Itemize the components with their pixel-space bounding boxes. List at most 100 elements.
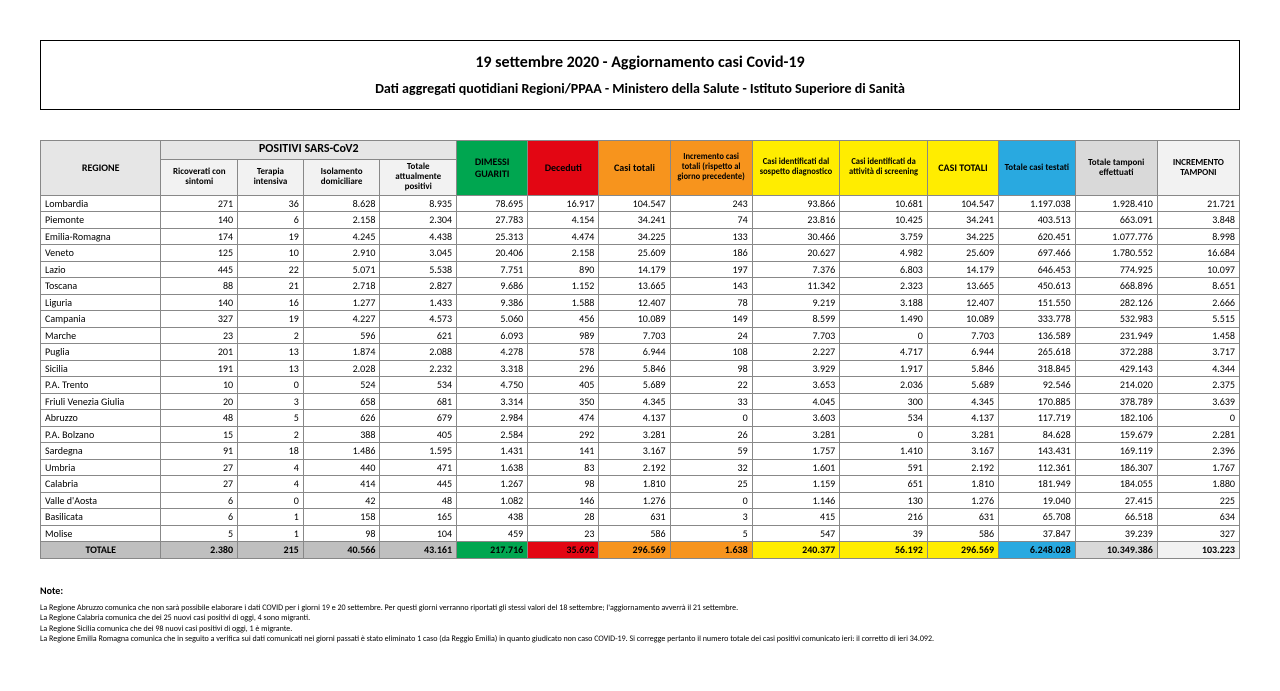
value-cell: 186.307	[1075, 459, 1157, 476]
notes-label: Note:	[40, 584, 1240, 597]
value-cell: 20	[161, 393, 238, 410]
value-cell: 10.425	[840, 212, 928, 229]
table-row: Basilicata6115816543828631341521663165.7…	[41, 509, 1240, 526]
hdr-sospetto: Casi identificati dal sospetto diagnosti…	[752, 141, 840, 196]
value-cell: 532.983	[1075, 311, 1157, 328]
value-cell: 10.681	[840, 195, 928, 212]
value-cell: 621	[380, 327, 457, 344]
value-cell: 9.686	[457, 278, 528, 295]
value-cell: 4.982	[840, 245, 928, 262]
value-cell: 174	[161, 228, 238, 245]
value-cell: 445	[161, 261, 238, 278]
value-cell: 8.628	[303, 195, 380, 212]
value-cell: 2.984	[457, 410, 528, 427]
value-cell: 1.197.038	[999, 195, 1076, 212]
region-cell: Sicilia	[41, 360, 161, 377]
table-row: Liguria140161.2771.4339.3861.58812.40778…	[41, 294, 1240, 311]
value-cell: 214.020	[1075, 377, 1157, 394]
value-cell: 33	[670, 393, 752, 410]
value-cell: 282.126	[1075, 294, 1157, 311]
value-cell: 296	[528, 360, 599, 377]
value-cell: 414	[303, 476, 380, 493]
value-cell: 333.778	[999, 311, 1076, 328]
value-cell: 170.885	[999, 393, 1076, 410]
value-cell: 22	[238, 261, 304, 278]
value-cell: 3.603	[752, 410, 840, 427]
value-cell: 4	[238, 476, 304, 493]
value-cell: 1.159	[752, 476, 840, 493]
value-cell: 3.639	[1157, 393, 1239, 410]
value-cell: 12.407	[599, 294, 670, 311]
value-cell: 2.375	[1157, 377, 1239, 394]
value-cell: 4.344	[1157, 360, 1239, 377]
value-cell: 27.415	[1075, 492, 1157, 509]
value-cell: 6.944	[927, 344, 998, 361]
region-cell: P.A. Bolzano	[41, 426, 161, 443]
value-cell: 631	[599, 509, 670, 526]
value-cell: 2.666	[1157, 294, 1239, 311]
value-cell: 16	[238, 294, 304, 311]
value-cell: 13.665	[599, 278, 670, 295]
table-row: Lazio445225.0715.5387.75189014.1791977.3…	[41, 261, 1240, 278]
table-row: Piemonte14062.1582.30427.7834.15434.2417…	[41, 212, 1240, 229]
value-cell: 4.717	[840, 344, 928, 361]
value-cell: 378.789	[1075, 393, 1157, 410]
value-cell: 13	[238, 344, 304, 361]
value-cell: 7.751	[457, 261, 528, 278]
value-cell: 2.192	[927, 459, 998, 476]
value-cell: 459	[457, 525, 528, 542]
value-cell: 3.281	[752, 426, 840, 443]
value-cell: 25.609	[599, 245, 670, 262]
value-cell: 4.573	[380, 311, 457, 328]
value-cell: 186	[670, 245, 752, 262]
total-value-cell: 6.248.028	[999, 542, 1076, 559]
value-cell: 5	[670, 525, 752, 542]
value-cell: 0	[1157, 410, 1239, 427]
value-cell: 3.167	[599, 443, 670, 460]
value-cell: 318.845	[999, 360, 1076, 377]
value-cell: 143	[670, 278, 752, 295]
value-cell: 438	[457, 509, 528, 526]
value-cell: 471	[380, 459, 457, 476]
value-cell: 4.474	[528, 228, 599, 245]
table-row: Friuli Venezia Giulia2036586813.3143504.…	[41, 393, 1240, 410]
value-cell: 474	[528, 410, 599, 427]
value-cell: 634	[1157, 509, 1239, 526]
value-cell: 10	[161, 377, 238, 394]
value-cell: 668.896	[1075, 278, 1157, 295]
hdr-isolamento: Isolamento domiciliare	[303, 159, 380, 195]
header-title: 19 settembre 2020 - Aggiornamento casi C…	[61, 53, 1219, 72]
value-cell: 5	[238, 410, 304, 427]
value-cell: 216	[840, 509, 928, 526]
value-cell: 34.241	[927, 212, 998, 229]
total-row: TOTALE2.38021540.56643.161217.71635.6922…	[41, 542, 1240, 559]
table-head: REGIONE POSITIVI SARS-CoV2 DIMESSI GUARI…	[41, 141, 1240, 196]
total-value-cell: 215	[238, 542, 304, 559]
value-cell: 140	[161, 294, 238, 311]
value-cell: 98	[528, 476, 599, 493]
value-cell: 34.225	[599, 228, 670, 245]
value-cell: 415	[752, 509, 840, 526]
value-cell: 13.665	[927, 278, 998, 295]
value-cell: 456	[528, 311, 599, 328]
hdr-casi-totali-o: Casi totali	[599, 141, 670, 196]
value-cell: 19	[238, 311, 304, 328]
value-cell: 5.538	[380, 261, 457, 278]
value-cell: 19	[238, 228, 304, 245]
value-cell: 0	[238, 492, 304, 509]
value-cell: 225	[1157, 492, 1239, 509]
value-cell: 133	[670, 228, 752, 245]
value-cell: 19.040	[999, 492, 1076, 509]
value-cell: 388	[303, 426, 380, 443]
value-cell: 5	[161, 525, 238, 542]
value-cell: 36	[238, 195, 304, 212]
total-value-cell: 103.223	[1157, 542, 1239, 559]
value-cell: 697.466	[999, 245, 1076, 262]
value-cell: 91	[161, 443, 238, 460]
table-row: Veneto125102.9103.04520.4062.15825.60918…	[41, 245, 1240, 262]
value-cell: 3.653	[752, 377, 840, 394]
total-value-cell: 296.569	[599, 542, 670, 559]
value-cell: 14.179	[599, 261, 670, 278]
value-cell: 2.910	[303, 245, 380, 262]
total-value-cell: 217.716	[457, 542, 528, 559]
